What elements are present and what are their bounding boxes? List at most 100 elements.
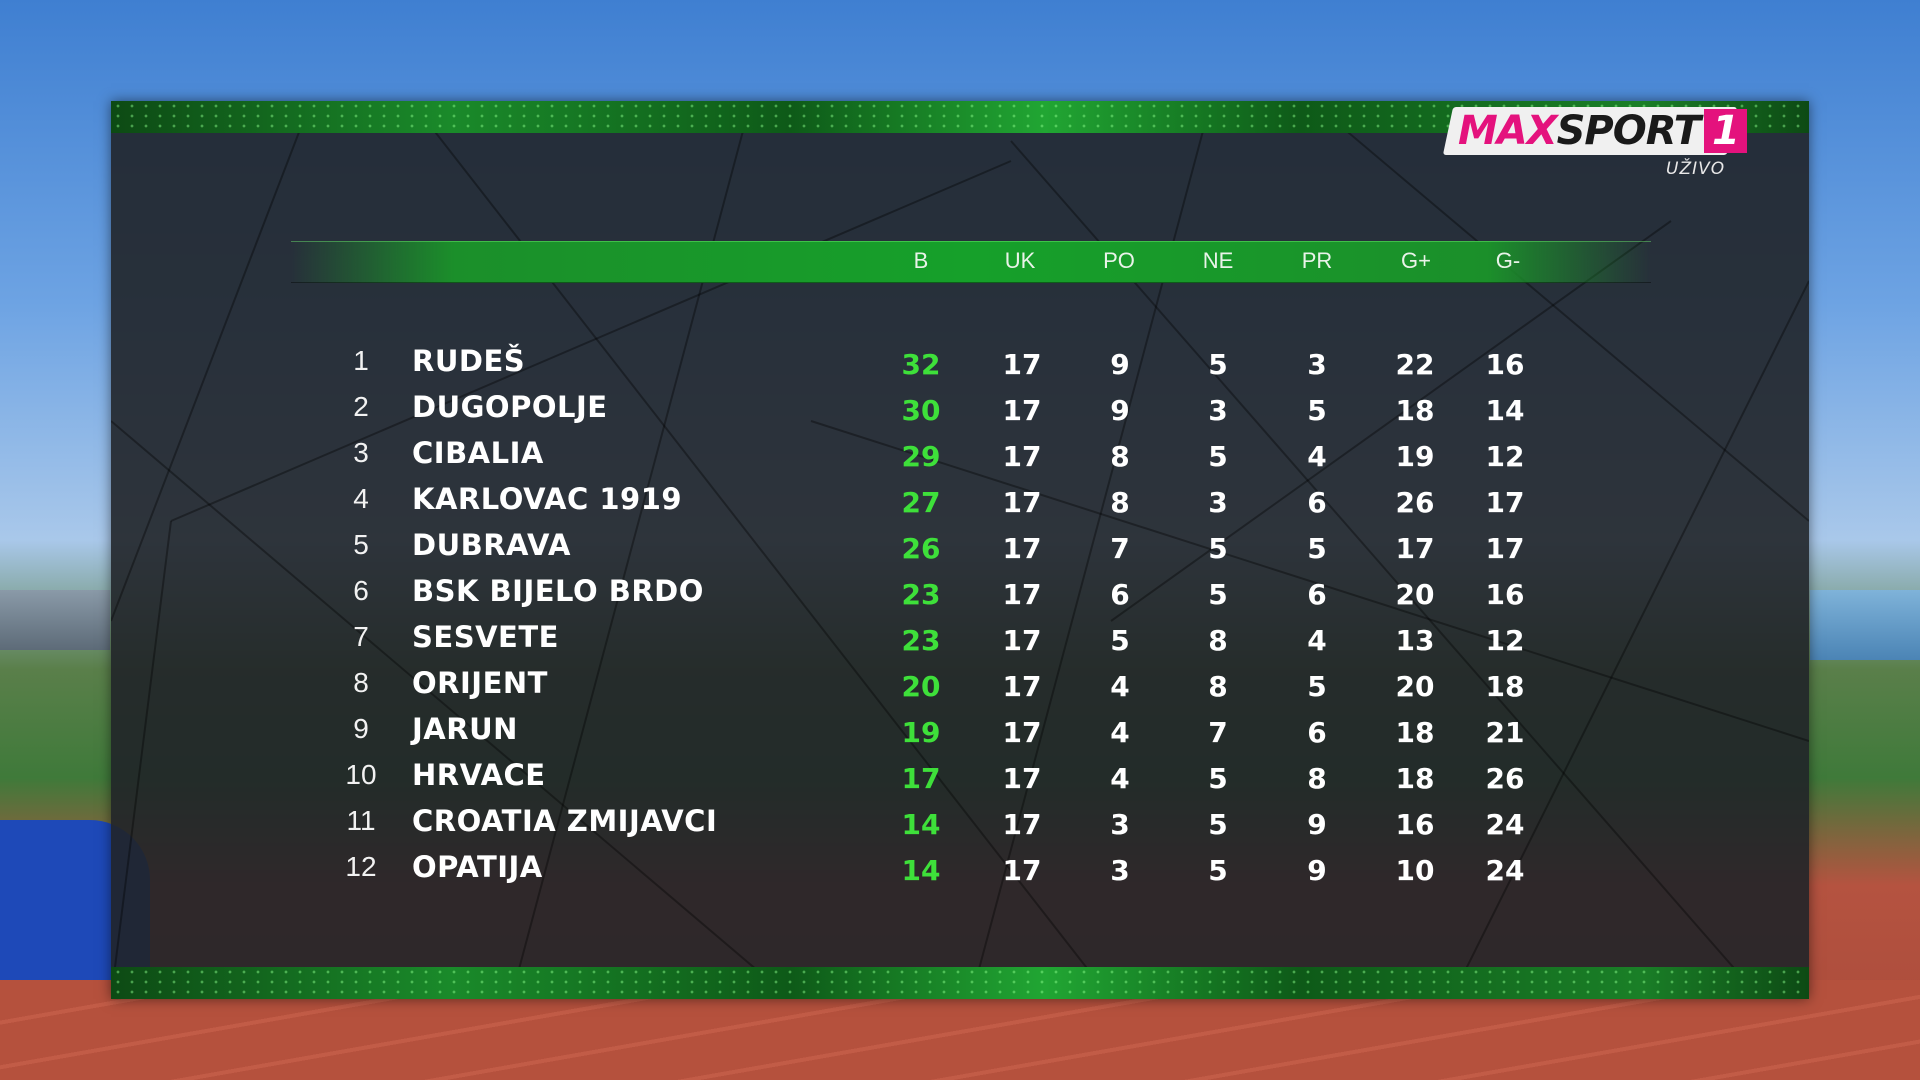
- logo-text: MAXSPORT 1: [1458, 109, 1747, 153]
- stat-draws: 5: [1208, 808, 1228, 841]
- stat-points: 32: [901, 348, 941, 381]
- stat-losses: 4: [1307, 440, 1327, 473]
- stat-played: 17: [1002, 854, 1042, 887]
- table-row: 3 CIBALIA 29 17 8 5 4 19 12: [111, 433, 1809, 473]
- stat-wins: 3: [1110, 854, 1130, 887]
- table-row: 12 OPATIJA 14 17 3 5 9 10 24: [111, 847, 1809, 887]
- stat-played: 17: [1002, 532, 1042, 565]
- table-row: 2 DUGOPOLJE 30 17 9 3 5 18 14: [111, 387, 1809, 427]
- stat-played: 17: [1002, 624, 1042, 657]
- stat-wins: 4: [1110, 762, 1130, 795]
- stat-draws: 5: [1208, 348, 1228, 381]
- team-name: HRVACE: [412, 758, 546, 792]
- stat-goals-against: 17: [1485, 486, 1525, 519]
- stat-played: 17: [1002, 394, 1042, 427]
- table-row: 1 RUDEŠ 32 17 9 5 3 22 16: [111, 341, 1809, 381]
- stat-goals-for: 19: [1395, 440, 1435, 473]
- stat-goals-against: 21: [1485, 716, 1525, 749]
- stat-points: 23: [901, 624, 941, 657]
- stat-goals-for: 18: [1395, 716, 1435, 749]
- stat-losses: 6: [1307, 486, 1327, 519]
- stat-losses: 5: [1307, 532, 1327, 565]
- team-position: 6: [353, 575, 369, 606]
- stat-wins: 7: [1110, 532, 1130, 565]
- team-position: 9: [353, 713, 369, 744]
- stat-draws: 8: [1208, 624, 1228, 657]
- team-name: DUBRAVA: [412, 528, 571, 562]
- stat-goals-for: 20: [1395, 578, 1435, 611]
- stat-draws: 5: [1208, 440, 1228, 473]
- stat-played: 17: [1002, 486, 1042, 519]
- stat-goals-for: 10: [1395, 854, 1435, 887]
- table-row: 5 DUBRAVA 26 17 7 5 5 17 17: [111, 525, 1809, 565]
- stat-draws: 8: [1208, 670, 1228, 703]
- team-name: RUDEŠ: [412, 344, 526, 378]
- stat-played: 17: [1002, 716, 1042, 749]
- bottom-green-band: [111, 967, 1809, 999]
- maxsport-logo: MAXSPORT 1: [1442, 107, 1747, 163]
- stat-goals-against: 14: [1485, 394, 1525, 427]
- team-name: CROATIA ZMIJAVCI: [412, 804, 718, 838]
- team-position: 10: [345, 759, 377, 790]
- stat-goals-against: 17: [1485, 532, 1525, 565]
- team-position: 4: [353, 483, 369, 514]
- team-position: 11: [346, 805, 376, 836]
- logo-max: MAX: [1458, 108, 1558, 154]
- stat-points: 30: [901, 394, 941, 427]
- stat-draws: 5: [1208, 532, 1228, 565]
- stat-points: 14: [901, 854, 941, 887]
- column-header-pr: PR: [1301, 248, 1333, 273]
- logo-sport: SPORT: [1556, 108, 1701, 154]
- stat-wins: 8: [1110, 486, 1130, 519]
- team-position: 3: [353, 437, 369, 468]
- stat-played: 17: [1002, 808, 1042, 841]
- stat-losses: 4: [1307, 624, 1327, 657]
- live-label: UŽIVO: [1666, 159, 1726, 179]
- stat-draws: 3: [1208, 486, 1228, 519]
- stat-losses: 6: [1307, 578, 1327, 611]
- stat-goals-for: 18: [1395, 762, 1435, 795]
- stat-goals-for: 22: [1395, 348, 1435, 381]
- stat-points: 19: [901, 716, 941, 749]
- team-name: SESVETE: [412, 620, 559, 654]
- stat-goals-against: 24: [1485, 808, 1525, 841]
- stat-points: 14: [901, 808, 941, 841]
- column-header-po: PO: [1103, 248, 1135, 273]
- stat-goals-against: 24: [1485, 854, 1525, 887]
- background-stand-left: [0, 590, 110, 650]
- stat-wins: 6: [1110, 578, 1130, 611]
- column-header-ne: NE: [1202, 248, 1234, 273]
- stat-played: 17: [1002, 670, 1042, 703]
- column-header-uk: UK: [1004, 248, 1036, 273]
- stat-goals-for: 17: [1395, 532, 1435, 565]
- stat-losses: 3: [1307, 348, 1327, 381]
- stat-losses: 8: [1307, 762, 1327, 795]
- stat-played: 17: [1002, 578, 1042, 611]
- stat-goals-for: 18: [1395, 394, 1435, 427]
- stat-played: 17: [1002, 440, 1042, 473]
- stat-points: 27: [901, 486, 941, 519]
- stat-wins: 8: [1110, 440, 1130, 473]
- team-position: 7: [353, 621, 369, 652]
- team-name: OPATIJA: [412, 850, 543, 884]
- column-header-b: B: [913, 248, 929, 273]
- stat-draws: 5: [1208, 762, 1228, 795]
- stat-goals-against: 18: [1485, 670, 1525, 703]
- background-stand-right: [1810, 590, 1920, 660]
- stat-wins: 3: [1110, 808, 1130, 841]
- standings-panel: MAXSPORT 1 UŽIVO B UK PO NE PR G+ G- 1 RUD…: [111, 101, 1809, 999]
- stat-goals-for: 16: [1395, 808, 1435, 841]
- stat-played: 17: [1002, 348, 1042, 381]
- table-row: 11 CROATIA ZMIJAVCI 14 17 3 5 9 16 24: [111, 801, 1809, 841]
- stat-goals-against: 12: [1485, 440, 1525, 473]
- team-name: JARUN: [412, 712, 518, 746]
- team-name: CIBALIA: [412, 436, 544, 470]
- stat-losses: 9: [1307, 854, 1327, 887]
- stat-goals-for: 20: [1395, 670, 1435, 703]
- stat-losses: 6: [1307, 716, 1327, 749]
- stat-points: 29: [901, 440, 941, 473]
- team-name: ORIJENT: [412, 666, 548, 700]
- stat-goals-for: 26: [1395, 486, 1435, 519]
- stat-goals-against: 26: [1485, 762, 1525, 795]
- table-row: 8 ORIJENT 20 17 4 8 5 20 18: [111, 663, 1809, 703]
